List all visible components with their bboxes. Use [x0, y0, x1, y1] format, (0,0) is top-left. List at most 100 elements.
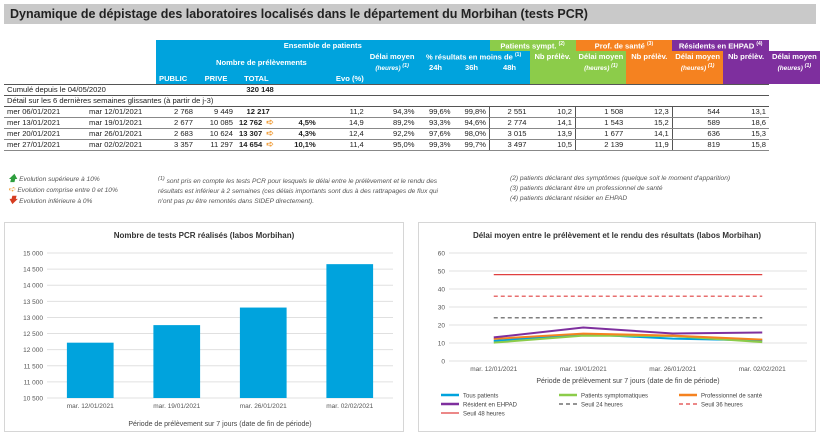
- arrow-up-icon: 🡅: [8, 173, 18, 183]
- row-p24: 94,3%: [366, 106, 418, 118]
- sympt-nb-header: Nb prélèv.: [529, 51, 576, 62]
- row-pro-delai: 12,3: [626, 106, 673, 118]
- y-tick-label: 13 000: [23, 315, 43, 322]
- legend-label: Tous patients: [463, 394, 498, 400]
- group-pro-header: Prof. de santé (3): [575, 40, 673, 51]
- row-p36: 97,6%: [417, 128, 454, 140]
- row-evo: 4,3%: [276, 128, 319, 140]
- legend-label: Résident en EHPAD: [463, 403, 518, 409]
- ehpad-delai-header: Délai moyen: [769, 51, 820, 62]
- row-delai: 11,2: [318, 106, 367, 118]
- row-pro-delai: 15,2: [626, 117, 673, 129]
- row-prive: 9 449: [196, 106, 236, 118]
- x-tick-label: mar. 12/01/2021: [67, 403, 114, 410]
- row-sympt-nb: 2 551: [489, 106, 530, 118]
- row-ehpad-delai: 15,8: [723, 139, 770, 151]
- row-total: 12 762 ➪: [236, 117, 277, 129]
- row-p24: 95,0%: [366, 139, 418, 151]
- ehpad-heures: (heures) (1): [769, 62, 820, 73]
- x-tick-label: mar. 02/02/2021: [326, 403, 373, 410]
- row-total: 14 654 ➪: [236, 139, 277, 151]
- col-evo: Evo (%): [276, 73, 367, 84]
- y-tick-label: 12 500: [23, 331, 43, 338]
- row-sympt-nb: 2 774: [489, 117, 530, 129]
- legend-label: Seuil 36 heures: [701, 403, 743, 409]
- line-chart: 0 10 20 30 40 50 60 mar. 12/01/2021 mar. 19/01/2…: [438, 251, 807, 418]
- row-pro-nb: 1 508: [575, 106, 627, 118]
- row-sympt-delai: 14,1: [529, 117, 576, 129]
- y-tick-label: 30: [438, 305, 446, 312]
- notes-2-4: (2) patients déclarant des symptômes (qu…: [510, 175, 731, 202]
- line-chart-panel: Délai moyen entre le prélèvement et le r…: [418, 222, 816, 432]
- group-ehpad-header: Résidents en EHPAD (4): [672, 40, 770, 51]
- y-tick-label: 14 000: [23, 283, 43, 290]
- pro-heures: (heures) (1): [672, 62, 724, 73]
- row-prive: 11 297: [196, 139, 236, 151]
- note-1: (1) sont pris en compte les tests PCR po…: [158, 176, 439, 206]
- x-axis-label: Période de prélèvement sur 7 jours (date…: [536, 378, 719, 385]
- y-tick-label: 20: [438, 323, 446, 330]
- bar-chart-panel: Nombre de tests PCR réalisés (labos Morb…: [4, 222, 404, 432]
- row-p24: 89,2%: [366, 117, 418, 129]
- row-delai: 12,4: [318, 128, 367, 140]
- legend-label: Professionnel de santé: [701, 394, 763, 400]
- row-ehpad-nb: 544: [671, 106, 724, 118]
- row-ehpad-nb: 819: [671, 139, 724, 151]
- nb-prelev-header: Nombre de prélèvements: [156, 51, 367, 73]
- bar: [239, 307, 287, 398]
- table-row: mer 13/01/2021 mar 19/01/2021 2 677 10 085 1…: [4, 117, 820, 129]
- bar: [153, 325, 201, 398]
- series-line: [493, 332, 763, 341]
- row-end-date: mar 02/02/2021: [86, 139, 156, 151]
- row-pro-delai: 11,9: [626, 139, 673, 151]
- row-delai: 14,9: [318, 117, 367, 129]
- row-sympt-nb: 3 015: [489, 128, 530, 140]
- row-evo: [276, 106, 319, 118]
- group-sympt-header: Patients sympt. (2): [489, 40, 576, 51]
- row-p48: 99,7%: [453, 139, 490, 151]
- row-p24: 92,2%: [366, 128, 418, 140]
- row-sympt-delai: 10,2: [529, 106, 576, 118]
- bar-chart-title: Nombre de tests PCR réalisés (labos Morb…: [113, 231, 295, 240]
- y-tick-label: 50: [438, 269, 446, 276]
- legend-label: Patients symptomatiques: [581, 394, 648, 400]
- row-start-date: mer 06/01/2021: [4, 106, 86, 118]
- row-pro-delai: 14,1: [626, 128, 673, 140]
- row-start-date: mer 27/01/2021: [4, 139, 86, 151]
- x-tick-label: mar. 19/01/2021: [153, 403, 200, 410]
- sympt-delai-header: Délai moyen: [575, 51, 627, 62]
- legend-label: Seuil 48 heures: [463, 412, 505, 418]
- row-ehpad-nb: 589: [671, 117, 724, 129]
- row-public: 2 677: [156, 117, 196, 129]
- sympt-heures: (heures) (1): [575, 62, 627, 73]
- legend-block: 🡅 Evolution supérieure à 10% ➪ Evolution…: [8, 173, 118, 206]
- x-tick-label: mar. 02/02/2021: [739, 366, 786, 373]
- table-row: mer 20/01/2021 mar 26/01/2021 2 683 10 624 1…: [4, 128, 820, 140]
- bar: [66, 342, 114, 398]
- row-end-date: mar 12/01/2021: [86, 106, 156, 118]
- row-end-date: mar 19/01/2021: [86, 117, 156, 129]
- h24-header: 24h: [417, 62, 454, 73]
- row-public: 3 357: [156, 139, 196, 151]
- arrow-down-icon: 🡇: [8, 195, 18, 205]
- y-tick-label: 10: [438, 341, 446, 348]
- row-p36: 99,3%: [417, 139, 454, 151]
- arrow-right-icon: ➪: [8, 184, 16, 194]
- row-p48: 99,8%: [453, 106, 490, 118]
- y-tick-label: 0: [441, 359, 445, 366]
- x-axis-label: Période de prélèvement sur 7 jours (date…: [128, 421, 311, 428]
- y-tick-label: 10 500: [23, 396, 43, 403]
- line-chart-title: Délai moyen entre le prélèvement et le r…: [472, 231, 762, 240]
- row-p48: 94,6%: [453, 117, 490, 129]
- x-tick-label: mar. 19/01/2021: [560, 366, 607, 373]
- page-title: Dynamique de dépistage des laboratoires …: [4, 4, 816, 24]
- evo-arrow-icon: ➪: [266, 139, 274, 149]
- row-sympt-delai: 13,9: [529, 128, 576, 140]
- row-start-date: mer 20/01/2021: [4, 128, 86, 140]
- row-delai: 11,4: [318, 139, 367, 151]
- pro-delai-header: Délai moyen: [672, 51, 724, 62]
- x-tick-label: mar. 26/01/2021: [240, 403, 287, 410]
- y-tick-label: 11 000: [24, 379, 44, 386]
- y-tick-label: 11 500: [24, 363, 44, 370]
- group-all-header: Ensemble de patients: [156, 40, 490, 51]
